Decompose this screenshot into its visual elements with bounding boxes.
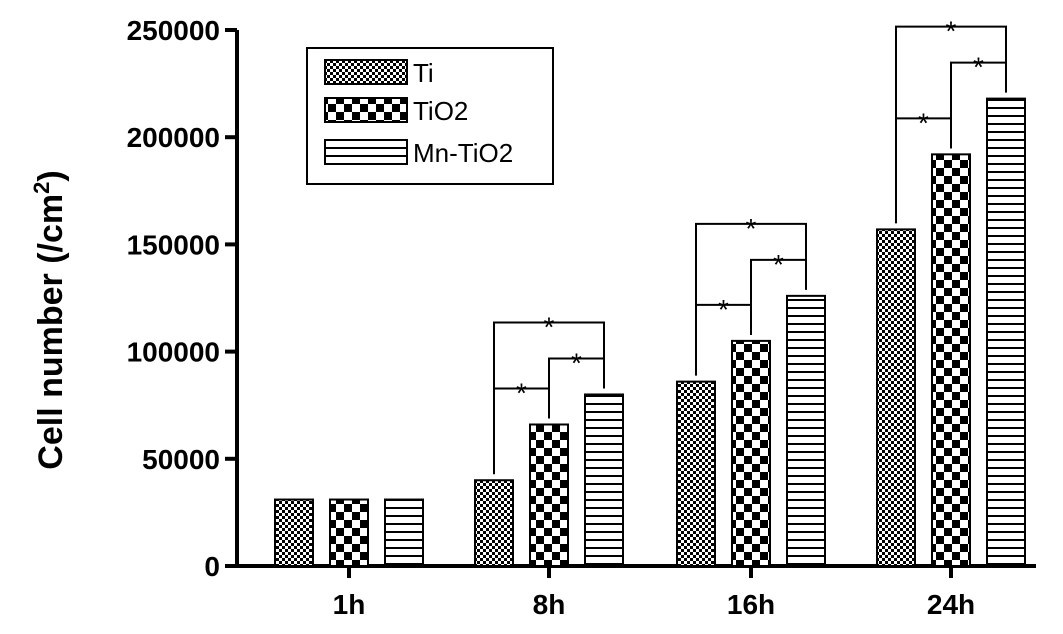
bar-ti-16h [676,380,716,567]
y-tick-label: 0 [204,551,220,582]
significance-star: * [918,107,929,138]
legend-label-tio2: TiO2 [413,96,468,126]
significance-star: * [544,311,555,342]
bar-tio2-1h [329,498,369,568]
bar-ti-8h [474,479,514,567]
bars [274,97,1026,568]
significance-bracket [493,321,605,455]
significance-star: * [718,294,729,325]
y-tick-label: 100000 [127,337,220,368]
significance-star: * [571,347,582,378]
bar-mn-tio2-16h [786,294,826,567]
x-ticks: 1h 8h 16h 24h [333,566,975,620]
bar-ti-1h [274,498,314,568]
significance-star: * [773,249,784,280]
significance-bracket [695,222,807,356]
y-tick-label: 200000 [127,122,220,153]
legend-swatch-mn-tio2 [324,139,408,165]
significance-brackets: * * * * * * * * * [493,16,1007,475]
bar-mn-tio2-8h [584,393,624,568]
x-tick-label: 8h [533,589,566,620]
x-tick-label: 24h [927,589,975,620]
significance-star: * [973,52,984,83]
y-axis-title: Cell number (/cm2) [29,170,70,469]
bar-ti-24h [876,228,916,567]
legend: Ti TiO2 Mn-TiO2 [306,47,554,185]
bar-mn-tio2-1h [384,498,424,568]
legend-swatch-ti [324,59,408,85]
legend-swatch-tio2 [324,97,408,123]
y-ticks: 0 50000 100000 150000 200000 250000 [127,15,237,582]
y-tick-label: 250000 [127,15,220,46]
legend-label-ti: Ti [413,58,434,88]
x-tick-label: 16h [727,589,775,620]
y-tick-label: 50000 [142,444,220,475]
bar-tio2-16h [731,339,771,567]
y-tick-label: 150000 [127,229,220,260]
x-tick-label: 1h [333,589,366,620]
significance-star: * [946,16,957,47]
significance-star: * [516,377,527,408]
significance-bracket [895,25,1007,204]
significance-star: * [746,213,757,244]
legend-label-mn-tio2: Mn-TiO2 [413,138,513,168]
bar-mn-tio2-24h [986,97,1026,567]
bar-tio2-24h [931,153,971,568]
bar-tio2-8h [529,423,569,567]
